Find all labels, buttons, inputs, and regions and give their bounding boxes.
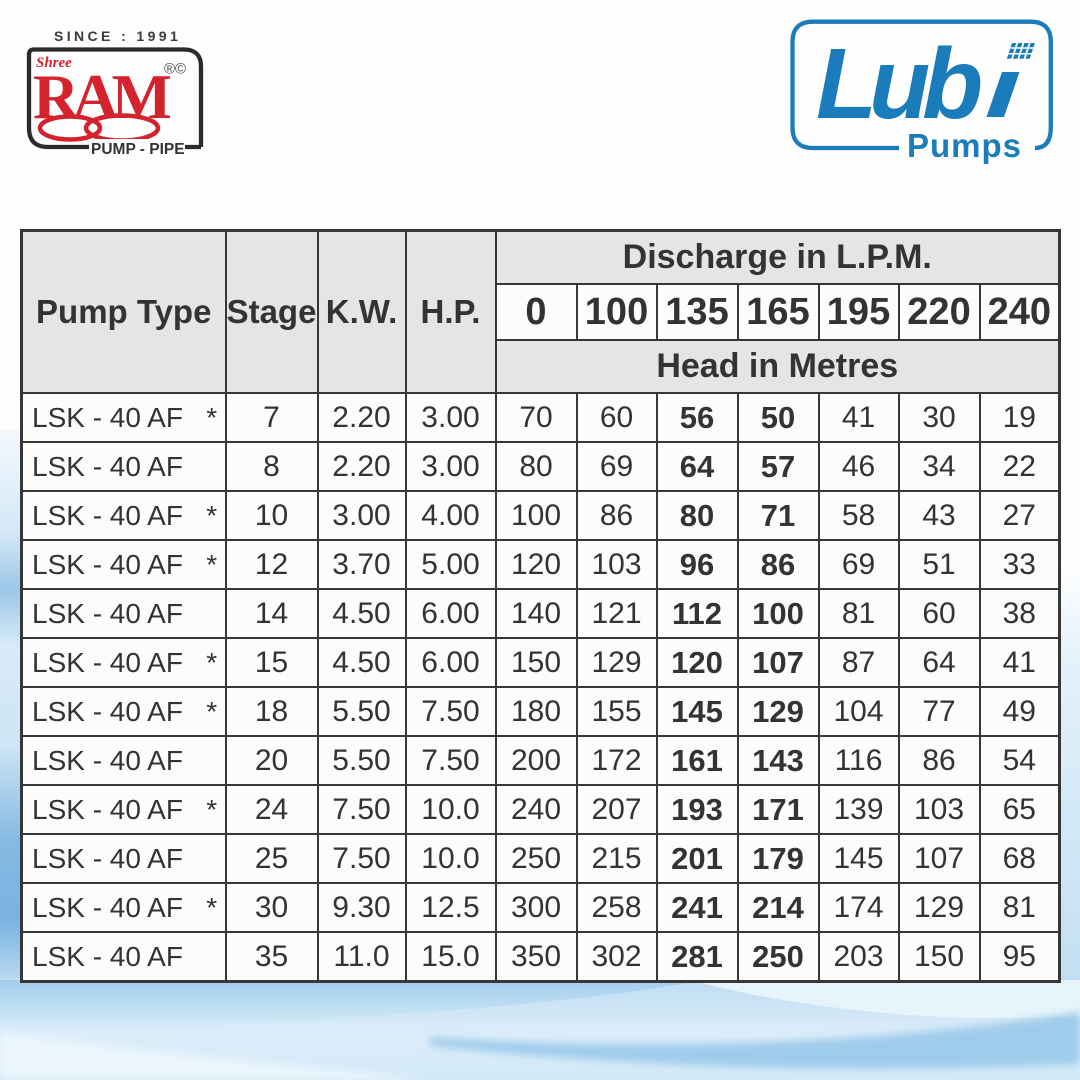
svg-text:SINCE : 1991: SINCE : 1991 <box>54 28 181 44</box>
svg-text:Shree: Shree <box>36 55 72 71</box>
svg-text:Lub: Lub <box>816 28 981 140</box>
svg-text:PUMP - PIPE: PUMP - PIPE <box>91 141 185 158</box>
svg-text:®©: ®© <box>164 61 186 78</box>
svg-text:Pumps: Pumps <box>907 127 1022 164</box>
